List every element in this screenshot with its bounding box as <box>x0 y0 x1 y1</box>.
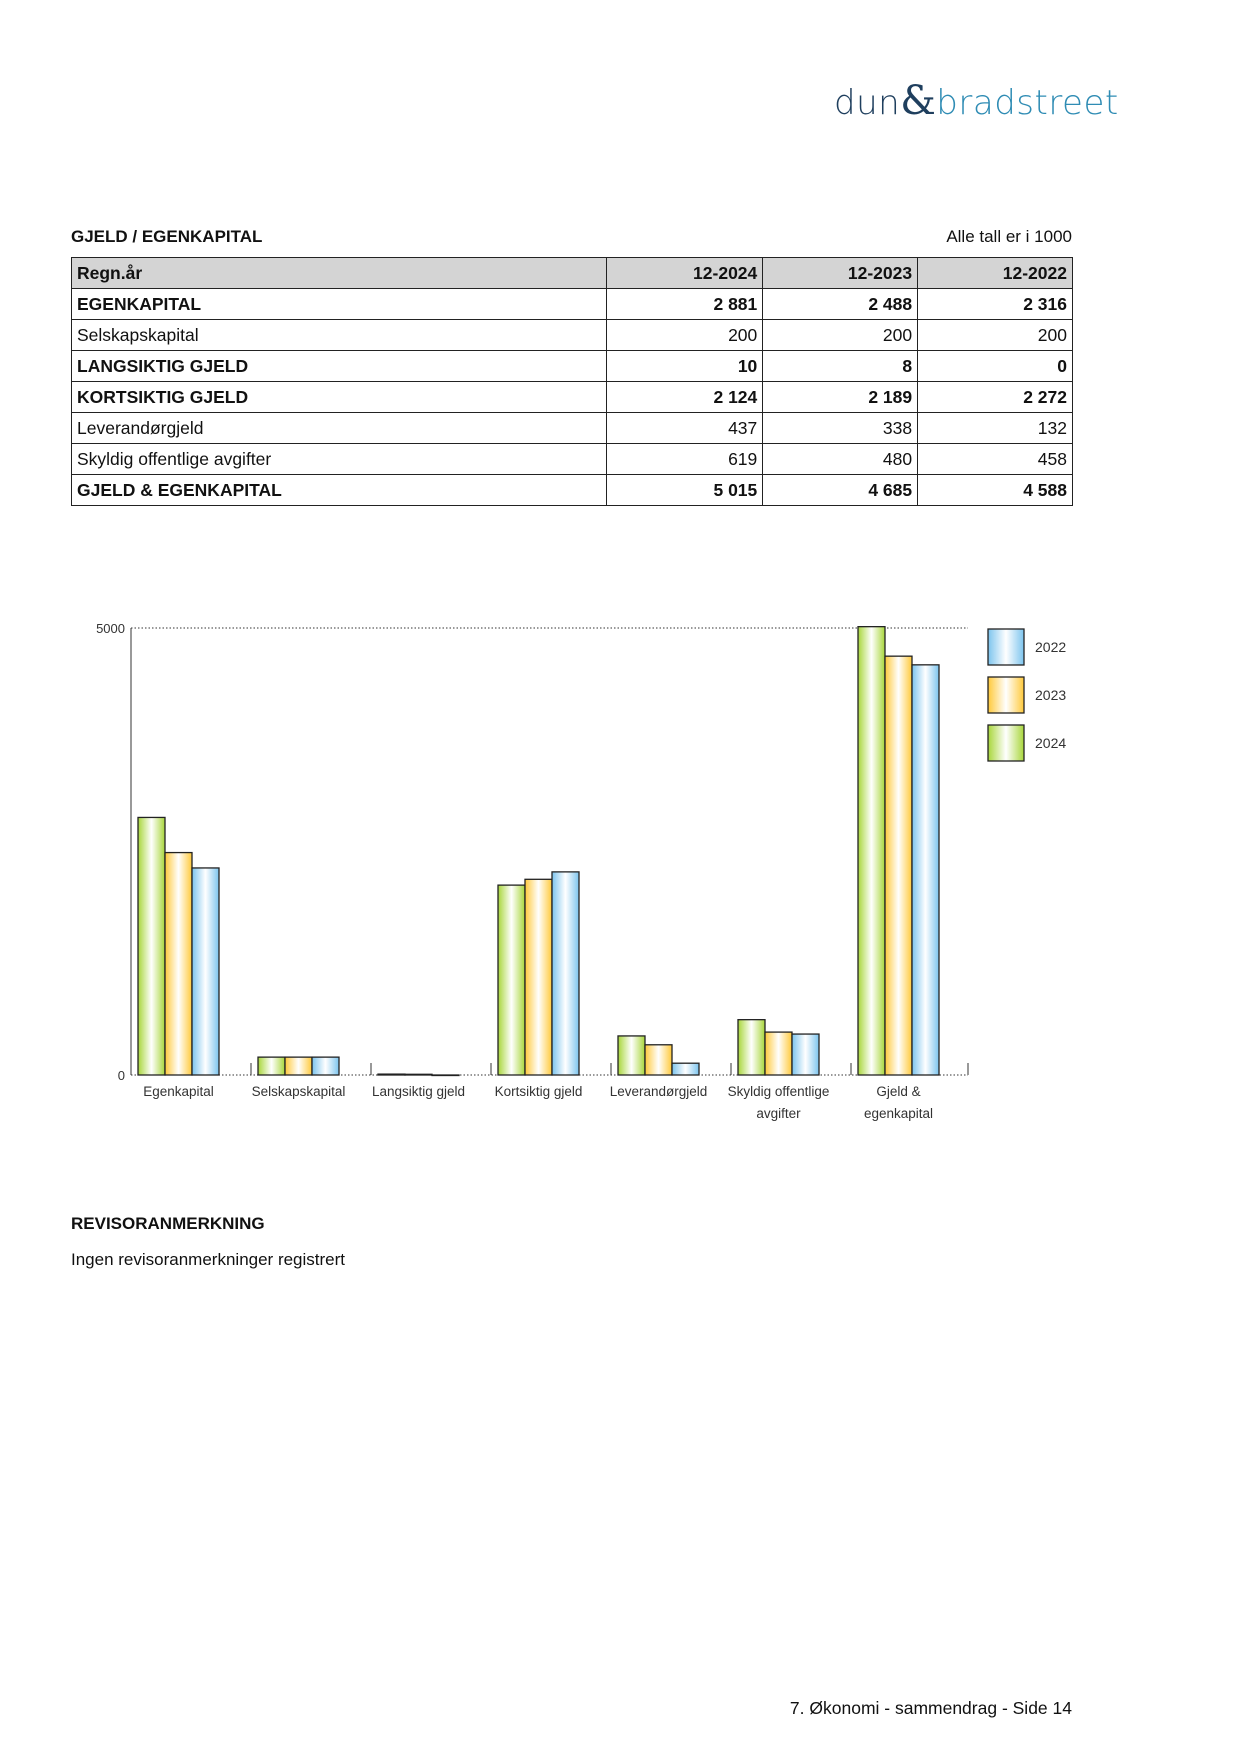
table-row: GJELD & EGENKAPITAL 5 015 4 685 4 588 <box>70 474 1073 506</box>
table-row: Skyldig offentlige avgifter 619 480 458 <box>70 443 1073 475</box>
bar-2022 <box>671 1062 700 1076</box>
remark-title: REVISORANMERKNING <box>71 1214 265 1233</box>
logo-part1: dun <box>834 83 901 123</box>
column-header: 12-2024 <box>606 257 764 289</box>
bar-2024 <box>497 884 526 1076</box>
bar-2022 <box>431 1074 460 1077</box>
bar-2023 <box>644 1044 673 1076</box>
cell-value: 2 189 <box>762 381 919 413</box>
cell-value: 200 <box>762 319 919 351</box>
category-label: Selskapskapital <box>252 1084 346 1099</box>
cell-value: 132 <box>917 412 1073 444</box>
page-footer: 7. Økonomi - sammendrag - Side 14 <box>789 1698 1072 1718</box>
bar-2023 <box>524 878 553 1076</box>
cell-value: 2 316 <box>917 288 1073 320</box>
row-label: EGENKAPITAL <box>70 288 608 320</box>
legend-label: 2022 <box>1035 639 1066 655</box>
cell-value: 8 <box>762 350 919 382</box>
dun-bradstreet-logo: dun&bradstreet <box>834 78 1119 124</box>
column-header: 12-2023 <box>762 257 919 289</box>
y-tick-label: 0 <box>118 1068 125 1083</box>
bar-2024 <box>737 1019 766 1076</box>
logo-amp: & <box>900 78 937 124</box>
table-row: KORTSIKTIG GJELD 2 124 2 189 2 272 <box>70 381 1073 413</box>
cell-value: 0 <box>917 350 1073 382</box>
cell-value: 619 <box>606 443 764 475</box>
bar-chart: 0 5000 Egenkapital Selskapskapital Langsikti… <box>96 621 1066 1121</box>
cell-value: 4 588 <box>917 474 1073 506</box>
column-header: 12-2022 <box>917 257 1073 289</box>
category-label: Langsiktig gjeld <box>372 1084 465 1099</box>
bar-2024 <box>857 626 886 1076</box>
category-label: Skyldig offentlige <box>728 1084 830 1099</box>
logo-part2: bradstreet <box>936 83 1119 123</box>
table-row: Selskapskapital 200 200 200 <box>70 319 1073 351</box>
category-label: Egenkapital <box>143 1084 214 1099</box>
row-label: Selskapskapital <box>70 319 608 351</box>
legend-swatch-2023 <box>987 676 1025 714</box>
bar-2022 <box>791 1033 820 1076</box>
cell-value: 2 272 <box>917 381 1073 413</box>
section-title: GJELD / EGENKAPITAL <box>71 227 263 246</box>
cell-value: 5 015 <box>606 474 764 506</box>
remark-text: Ingen revisoranmerkninger registrert <box>71 1250 346 1269</box>
bar-2022 <box>311 1056 340 1076</box>
cell-value: 4 685 <box>762 474 919 506</box>
bar-2022 <box>911 664 940 1076</box>
bar-2024 <box>137 816 166 1076</box>
bar-2024 <box>257 1056 286 1076</box>
cell-value: 200 <box>917 319 1073 351</box>
y-tick-label: 5000 <box>96 621 125 636</box>
bar-2023 <box>164 851 193 1076</box>
row-label: GJELD & EGENKAPITAL <box>70 474 608 506</box>
units-note: Alle tall er i 1000 <box>946 227 1072 246</box>
category-label: Gjeld & <box>876 1084 920 1099</box>
legend-label: 2024 <box>1035 735 1066 751</box>
balance-table: Regn.år 12-2024 12-2023 12-2022 EGENKAPITAL 2… <box>70 257 1073 506</box>
row-label: LANGSIKTIG GJELD <box>70 350 608 382</box>
legend-swatch-2022 <box>987 628 1025 666</box>
category-label: Kortsiktig gjeld <box>495 1084 583 1099</box>
row-label: Skyldig offentlige avgifter <box>70 443 608 475</box>
legend-swatch-2024 <box>987 724 1025 762</box>
bar-2024 <box>377 1073 406 1076</box>
category-label: avgifter <box>756 1106 801 1121</box>
column-header: Regn.år <box>70 257 608 289</box>
cell-value: 2 881 <box>606 288 764 320</box>
bar-2024 <box>617 1035 646 1076</box>
table-header-row: Regn.år 12-2024 12-2023 12-2022 <box>70 257 1073 289</box>
table-row: EGENKAPITAL 2 881 2 488 2 316 <box>70 288 1073 320</box>
bar-2023 <box>284 1056 313 1076</box>
row-label: KORTSIKTIG GJELD <box>70 381 608 413</box>
cell-value: 480 <box>762 443 919 475</box>
category-label: egenkapital <box>864 1106 933 1121</box>
cell-value: 2 124 <box>606 381 764 413</box>
bar-2023 <box>884 655 913 1076</box>
bar-2022 <box>551 871 580 1076</box>
bar-2023 <box>404 1073 433 1076</box>
bar-2023 <box>764 1031 793 1076</box>
category-label: Leverandørgjeld <box>610 1084 708 1099</box>
legend-label: 2023 <box>1035 687 1066 703</box>
bar-2022 <box>191 867 220 1076</box>
